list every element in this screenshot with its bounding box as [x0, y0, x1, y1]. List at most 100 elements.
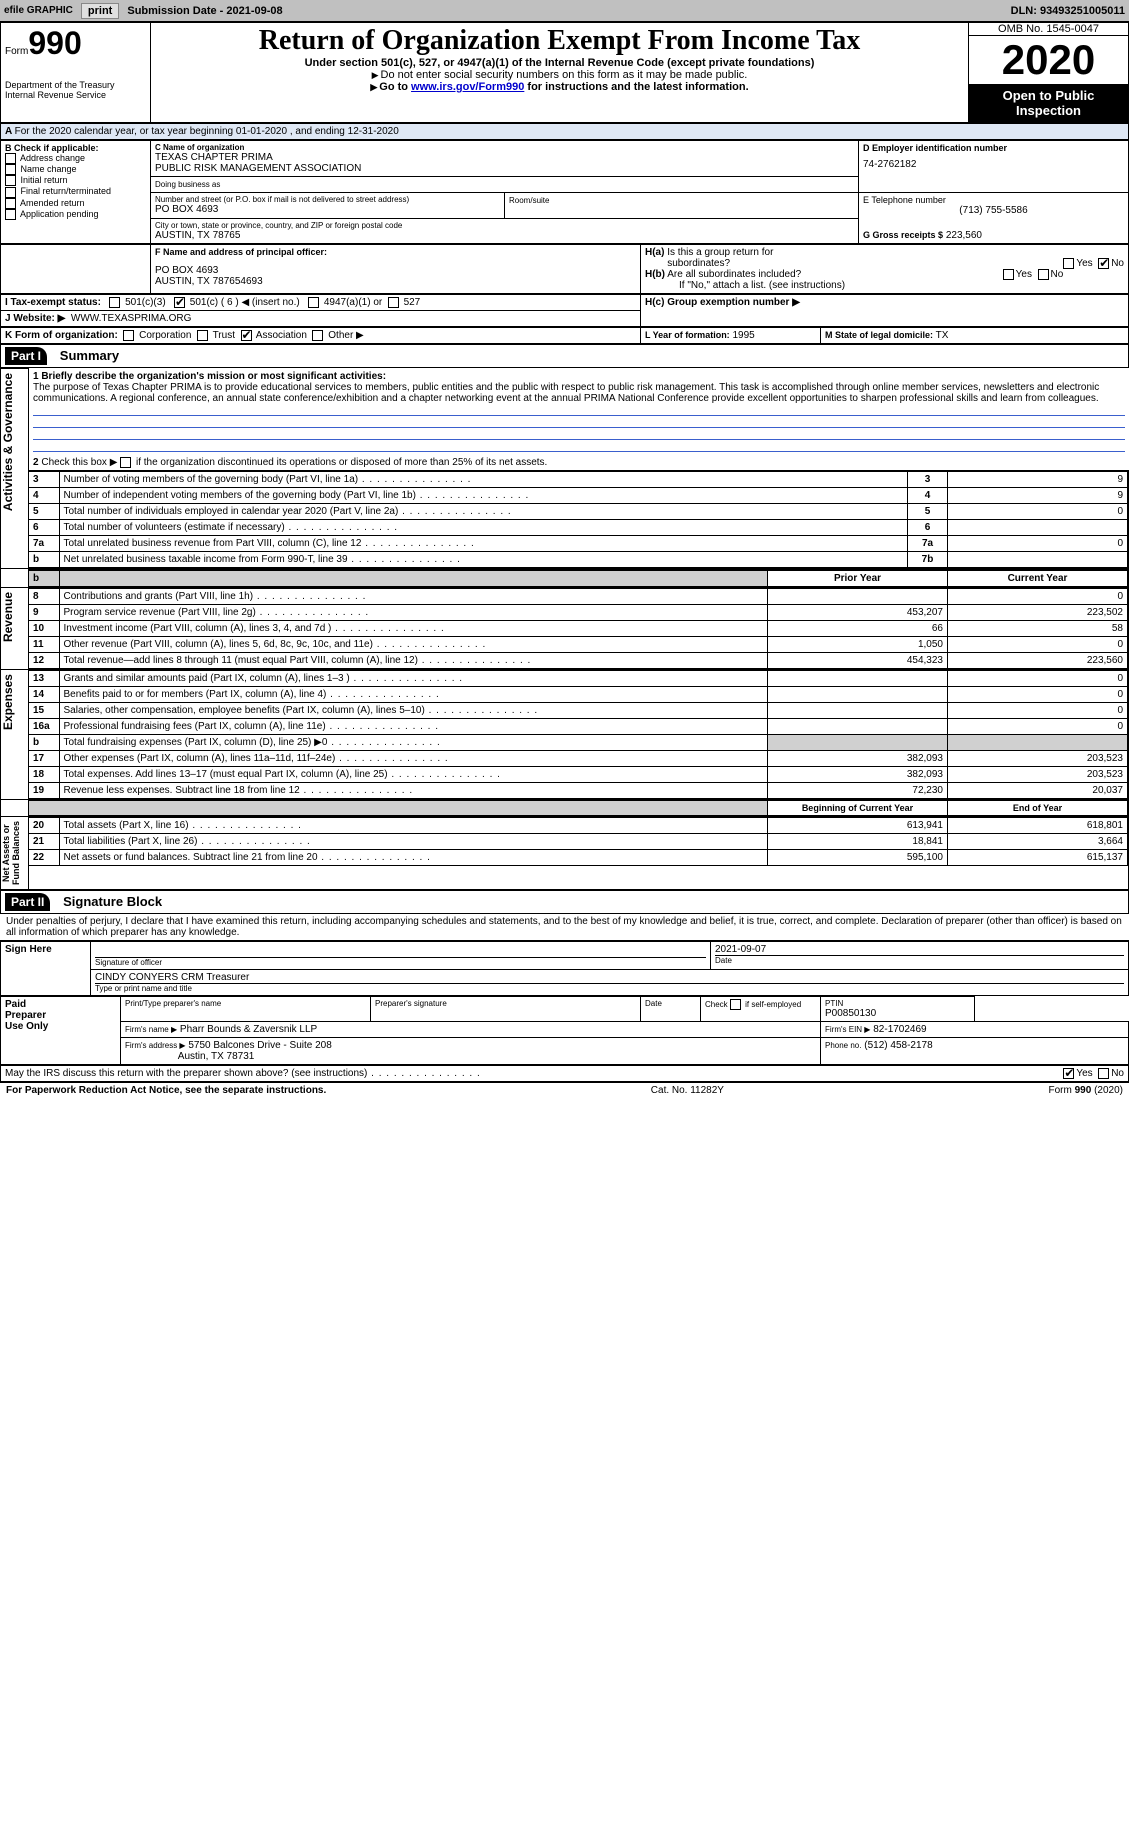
- note-ssn: Do not enter social security numbers on …: [381, 69, 748, 81]
- i-501c-checkbox[interactable]: [174, 297, 185, 308]
- line-a: For the 2020 calendar year, or tax year …: [15, 126, 399, 137]
- ha-no-checkbox[interactable]: [1098, 258, 1109, 269]
- print-button[interactable]: print: [81, 3, 119, 19]
- boxb-item: Address change: [5, 153, 146, 164]
- boxb-item: Initial return: [5, 175, 146, 186]
- table-row: 19Revenue less expenses. Subtract line 1…: [29, 782, 1128, 798]
- ha-yes-checkbox[interactable]: [1063, 258, 1074, 269]
- omb-number: OMB No. 1545-0047: [969, 23, 1128, 36]
- city: AUSTIN, TX 78765: [155, 230, 854, 241]
- discuss-no-checkbox[interactable]: [1098, 1068, 1109, 1079]
- boxb-item: Final return/terminated: [5, 186, 146, 197]
- box-b-title: B Check if applicable:: [5, 143, 146, 153]
- officer-line2: AUSTIN, TX 787654693: [155, 276, 636, 287]
- firm-ein: 82-1702469: [873, 1024, 926, 1035]
- firm-name-label: Firm's name ▶: [125, 1025, 177, 1034]
- box-g-label: G Gross receipts $: [863, 230, 943, 240]
- firm-name: Pharr Bounds & Zaversnik LLP: [180, 1024, 317, 1035]
- hb-yes-checkbox[interactable]: [1003, 269, 1014, 280]
- vlabel-revenue: Revenue: [1, 588, 15, 646]
- form-header-table: Form990 Department of the TreasuryIntern…: [0, 22, 1129, 123]
- k-corp-checkbox[interactable]: [123, 330, 134, 341]
- table-row: 15Salaries, other compensation, employee…: [29, 702, 1128, 718]
- box-l-label: L Year of formation:: [645, 330, 730, 340]
- boxb-item: Amended return: [5, 198, 146, 209]
- part-ii-title: Signature Block: [63, 894, 162, 909]
- table-row: 13Grants and similar amounts paid (Part …: [29, 670, 1128, 686]
- year-formation: 1995: [732, 330, 754, 341]
- footer-mid: Cat. No. 11282Y: [651, 1085, 724, 1096]
- summary-row: 5Total number of individuals employed in…: [29, 503, 1128, 519]
- dba-label: Doing business as: [155, 180, 220, 189]
- table-row: 10Investment income (Part VIII, column (…: [29, 620, 1128, 636]
- irs-link[interactable]: www.irs.gov/Form990: [411, 81, 524, 93]
- i-527-checkbox[interactable]: [388, 297, 399, 308]
- table-row: 9Program service revenue (Part VIII, lin…: [29, 604, 1128, 620]
- topbar: efile GRAPHIC print Submission Date - 20…: [0, 0, 1129, 22]
- k-trust-checkbox[interactable]: [197, 330, 208, 341]
- q1-label: 1 Briefly describe the organization's mi…: [33, 371, 1125, 382]
- city-label: City or town, state or province, country…: [155, 221, 854, 230]
- table-row: 14Benefits paid to or for members (Part …: [29, 686, 1128, 702]
- summary-row: bNet unrelated business taxable income f…: [29, 551, 1128, 567]
- street: PO BOX 4693: [155, 204, 500, 215]
- ptin-label: PTIN: [825, 999, 970, 1008]
- org-name1: TEXAS CHAPTER PRIMA: [155, 152, 854, 163]
- col-begin: Beginning of Current Year: [768, 800, 948, 815]
- table-row: 11Other revenue (Part VIII, column (A), …: [29, 636, 1128, 652]
- dept-label: Department of the TreasuryInternal Reven…: [5, 80, 146, 100]
- discuss-yes-checkbox[interactable]: [1063, 1068, 1074, 1079]
- boxb-item: Name change: [5, 164, 146, 175]
- table-row: 17Other expenses (Part IX, column (A), l…: [29, 750, 1128, 766]
- declaration: Under penalties of perjury, I declare th…: [0, 914, 1129, 941]
- table-row: 18Total expenses. Add lines 13–17 (must …: [29, 766, 1128, 782]
- q2-checkbox[interactable]: [120, 457, 131, 468]
- dln: DLN: 93493251005011: [1011, 5, 1125, 17]
- expenses-table: 13Grants and similar amounts paid (Part …: [29, 670, 1128, 799]
- summary-row: 7aTotal unrelated business revenue from …: [29, 535, 1128, 551]
- form-number: 990: [28, 25, 81, 61]
- i-501c3-checkbox[interactable]: [109, 297, 120, 308]
- k-assoc-checkbox[interactable]: [241, 330, 252, 341]
- phone-label: Phone no.: [825, 1041, 861, 1050]
- hb-no-checkbox[interactable]: [1038, 269, 1049, 280]
- self-employed-checkbox[interactable]: [730, 999, 741, 1010]
- footer-left: For Paperwork Reduction Act Notice, see …: [6, 1085, 326, 1096]
- vlabel-expenses: Expenses: [1, 670, 15, 734]
- phone: (512) 458-2178: [864, 1040, 932, 1051]
- part-i-label: Part I: [5, 347, 47, 365]
- footer-right: Form 990 (2020): [1049, 1085, 1123, 1096]
- netassets-table: 20Total assets (Part X, line 16)613,9416…: [29, 817, 1128, 866]
- firm-addr1: 5750 Balcones Drive - Suite 208: [188, 1040, 331, 1051]
- q2: 2 Check this box ▶ if the organization d…: [33, 457, 547, 468]
- gross-receipts: 223,560: [946, 230, 982, 241]
- box-c-label: C Name of organization: [155, 143, 854, 152]
- box-m-label: M State of legal domicile:: [825, 330, 933, 340]
- sign-here-label: Sign Here: [1, 941, 91, 995]
- k-other-checkbox[interactable]: [312, 330, 323, 341]
- org-name2: PUBLIC RISK MANAGEMENT ASSOCIATION: [155, 163, 854, 174]
- note-goto-suffix: for instructions and the latest informat…: [524, 81, 748, 93]
- paid-preparer-label: PaidPreparerUse Only: [1, 996, 121, 1064]
- sig-officer-label: Signature of officer: [95, 958, 706, 967]
- box-i-label: I Tax-exempt status:: [5, 297, 101, 308]
- submission-date: Submission Date - 2021-09-08: [127, 5, 282, 17]
- table-row: 16aProfessional fundraising fees (Part I…: [29, 718, 1128, 734]
- note-goto-prefix: Go to: [379, 81, 411, 93]
- sig-date-label: Date: [715, 956, 1124, 965]
- col-prior: Prior Year: [768, 570, 948, 586]
- page-title: Return of Organization Exempt From Incom…: [155, 25, 964, 57]
- room-label: Room/suite: [509, 196, 549, 205]
- officer-name: CINDY CONYERS CRM Treasurer: [95, 972, 1124, 984]
- i-4947-checkbox[interactable]: [308, 297, 319, 308]
- table-row: 21Total liabilities (Part X, line 26)18,…: [29, 833, 1128, 849]
- summary-row: 3Number of voting members of the governi…: [29, 471, 1128, 487]
- tax-year: 2020: [969, 36, 1128, 84]
- form-label: Form: [5, 46, 28, 57]
- table-row: 22Net assets or fund balances. Subtract …: [29, 849, 1128, 865]
- officer-name-label: Type or print name and title: [95, 984, 1124, 993]
- part-ii-label: Part II: [5, 893, 50, 911]
- table-row: 8Contributions and grants (Part VIII, li…: [29, 588, 1128, 604]
- firm-ein-label: Firm's EIN ▶: [825, 1025, 870, 1034]
- summary-row: 4Number of independent voting members of…: [29, 487, 1128, 503]
